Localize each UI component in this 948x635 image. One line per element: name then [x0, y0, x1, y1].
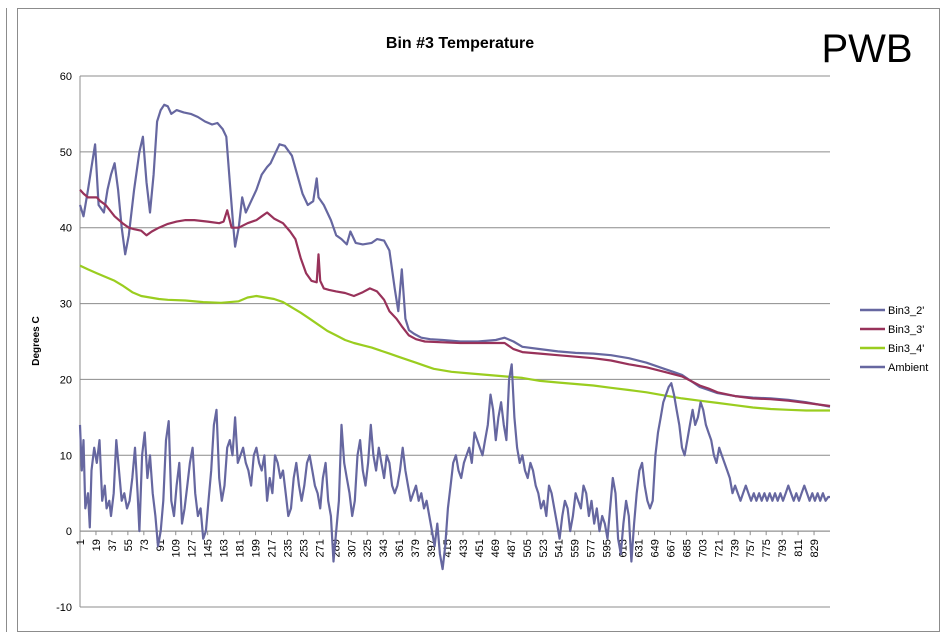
x-tick-label: 145: [203, 539, 215, 557]
x-tick-label: 667: [665, 539, 677, 557]
x-tick-label: 757: [745, 539, 757, 557]
y-tick-label: 0: [66, 526, 72, 538]
x-tick-label: 721: [713, 539, 725, 557]
y-tick-label: 50: [60, 147, 72, 159]
x-tick-label: 199: [251, 539, 263, 557]
x-tick-label: 235: [282, 539, 294, 557]
x-tick-label: 649: [649, 539, 661, 557]
legend-label: Bin3_3': [888, 324, 924, 336]
x-tick-label: 631: [634, 539, 646, 557]
x-tick-label: 541: [554, 539, 566, 557]
x-axis-ticks: 1 19 37 55 73 91 109 127 145 163 181 199 217 235 253 27…: [75, 530, 830, 558]
x-tick-label: 307: [346, 539, 358, 557]
y-tick-label: 30: [60, 299, 72, 311]
x-tick-label: 577: [586, 539, 598, 557]
x-tick-label: 685: [681, 539, 693, 557]
x-tick-label: 163: [219, 539, 231, 557]
legend-label: Ambient: [888, 362, 928, 374]
x-tick-label: 217: [266, 539, 278, 557]
x-tick-label: 397: [426, 539, 438, 557]
y-tick-label: -10: [56, 602, 72, 614]
legend: Bin3_2' Bin3_3' Bin3_4' Ambient: [860, 305, 928, 374]
series-line-bin3-3-: [79, 189, 831, 408]
x-tick-label: 109: [171, 539, 183, 557]
x-tick-label: 1: [75, 539, 87, 545]
y-tick-label: 10: [60, 450, 72, 462]
legend-label: Bin3_4': [888, 343, 924, 355]
x-tick-label: 829: [809, 539, 821, 557]
x-tick-label: 451: [474, 539, 486, 557]
x-tick-label: 505: [522, 539, 534, 557]
x-tick-label: 55: [123, 539, 135, 551]
x-tick-label: 775: [761, 539, 773, 557]
series-line-bin3-2-: [78, 103, 831, 408]
legend-label: Bin3_2': [888, 305, 924, 317]
x-tick-label: 595: [602, 539, 614, 557]
y-tick-label: 40: [60, 223, 72, 235]
x-tick-label: 37: [107, 539, 119, 551]
x-tick-label: 127: [187, 539, 199, 557]
x-tick-label: 73: [139, 539, 151, 551]
left-border-line: [6, 8, 7, 632]
y-axis-ticks: -10 0 10 20 30 40 50 60: [56, 71, 72, 614]
x-tick-label: 703: [697, 539, 709, 557]
x-tick-label: 271: [314, 539, 326, 557]
series-line-ambient: [78, 363, 830, 571]
x-tick-label: 253: [298, 539, 310, 557]
x-tick-label: 469: [490, 539, 502, 557]
y-axis-label: Degrees C: [31, 316, 42, 365]
x-tick-label: 487: [506, 539, 518, 557]
x-tick-label: 739: [729, 539, 741, 557]
y-tick-label: 20: [60, 374, 72, 386]
x-tick-label: 181: [235, 539, 247, 557]
series-line-bin3-4-: [79, 264, 830, 412]
gridlines: [79, 75, 830, 608]
corner-label: PWB: [821, 27, 912, 71]
x-tick-label: 361: [394, 539, 406, 557]
series-lines: [78, 103, 831, 571]
x-tick-label: 433: [458, 539, 470, 557]
x-tick-label: 811: [793, 539, 805, 557]
x-tick-label: 559: [570, 539, 582, 557]
chart-title: Bin #3 Temperature: [386, 35, 534, 52]
y-tick-label: 60: [60, 71, 72, 83]
x-tick-label: 325: [362, 539, 374, 557]
x-tick-label: 523: [538, 539, 550, 557]
x-tick-label: 793: [777, 539, 789, 557]
x-tick-label: 343: [378, 539, 390, 557]
x-tick-label: 379: [410, 539, 422, 557]
x-tick-label: 19: [91, 539, 103, 551]
